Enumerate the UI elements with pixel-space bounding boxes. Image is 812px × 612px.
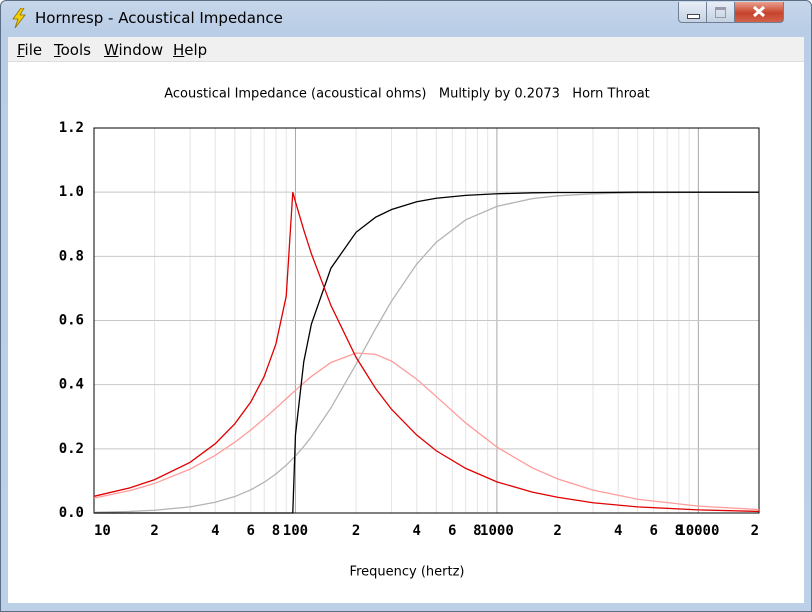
- maximize-button[interactable]: [706, 2, 735, 23]
- x-tick-label: 4: [614, 523, 622, 539]
- x-tick-label: 10: [94, 523, 111, 539]
- data-line: [93, 191, 760, 513]
- app-icon: [12, 8, 26, 28]
- menu-item[interactable]: Help: [173, 41, 208, 59]
- menu-bar: File Tools Window Help: [8, 37, 804, 62]
- x-tick-label: 2: [352, 523, 360, 539]
- x-tick-label: 6: [649, 523, 657, 539]
- plot-frame: [93, 127, 760, 514]
- x-tick-label: 6: [247, 523, 255, 539]
- window-title: Hornresp - Acoustical Impedance: [35, 9, 283, 27]
- y-tick-label: 0.4: [59, 377, 84, 393]
- menu-item[interactable]: Window: [104, 41, 164, 59]
- x-tick-label: 10000: [677, 523, 719, 539]
- y-tick-label: 0.0: [59, 505, 84, 521]
- data-line: [93, 191, 760, 513]
- x-tick-label: 2: [553, 523, 561, 539]
- x-tick-label: 6: [448, 523, 456, 539]
- x-tick-label: 4: [413, 523, 421, 539]
- minimize-button[interactable]: [678, 2, 707, 23]
- y-tick-label: 0.2: [59, 441, 84, 457]
- client-area: Acoustical Impedance (acoustical ohms) M…: [8, 62, 804, 603]
- chart: Acoustical Impedance (acoustical ohms) M…: [59, 87, 760, 580]
- title-bar: Hornresp - Acoustical Impedance: [1, 1, 811, 37]
- chart-title: Acoustical Impedance (acoustical ohms) M…: [164, 87, 650, 102]
- x-tick-label: 8: [675, 523, 683, 539]
- x-tick-label: 100: [283, 523, 308, 539]
- menu-item[interactable]: File: [17, 41, 43, 59]
- x-tick-label: 2: [751, 523, 759, 539]
- menu-item[interactable]: Tools: [54, 41, 91, 59]
- x-tick-label: 8: [473, 523, 481, 539]
- y-tick-label: 0.8: [59, 248, 84, 264]
- data-line: [93, 352, 760, 511]
- x-tick-label: 1000: [480, 523, 514, 539]
- x-tick-label: 8: [272, 523, 280, 539]
- y-tick-label: 0.6: [59, 313, 84, 329]
- close-button[interactable]: [734, 2, 784, 23]
- y-tick-label: 1.2: [59, 120, 84, 136]
- x-tick-label: 4: [211, 523, 219, 539]
- y-tick-label: 1.0: [59, 184, 84, 200]
- x-axis-label: Frequency (hertz): [350, 565, 465, 580]
- data-line: [94, 191, 759, 514]
- x-tick-label: 2: [150, 523, 158, 539]
